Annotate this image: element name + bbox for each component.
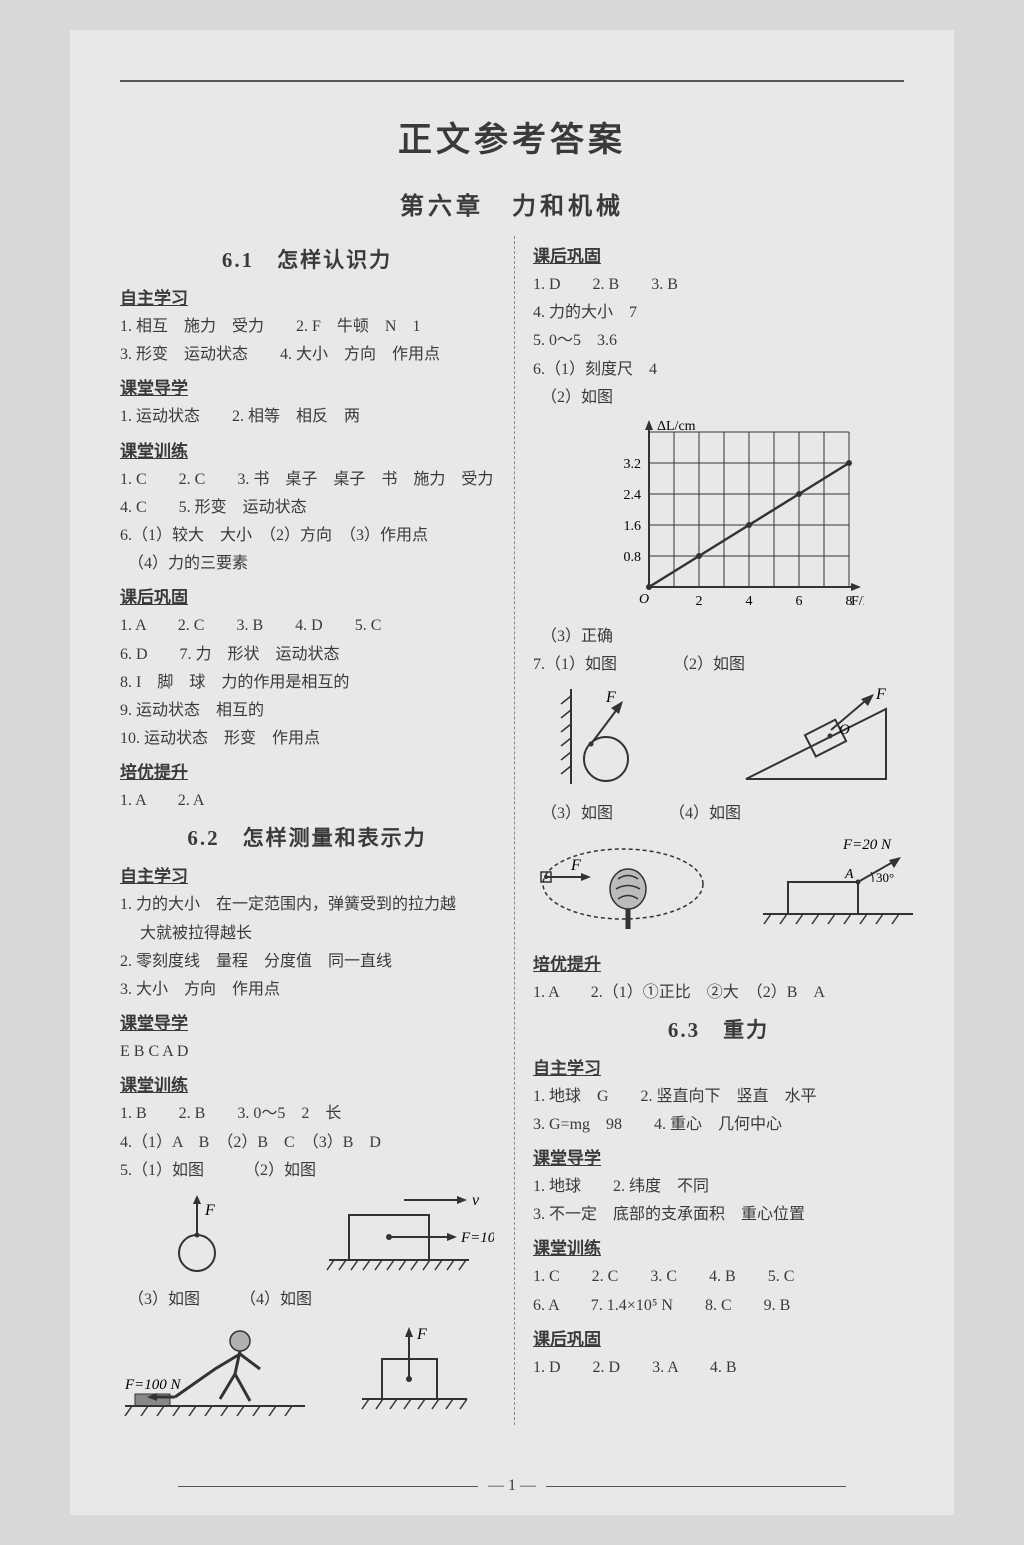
- answer-line: E B C A D: [120, 1038, 494, 1065]
- label-A: A: [844, 867, 854, 882]
- answer-line: 3. 大小 方向 作用点: [120, 976, 494, 1003]
- top-rule: [120, 80, 904, 82]
- answer-line: 5. 0～5 3.6: [533, 327, 904, 354]
- label-F: F: [416, 1326, 427, 1343]
- sub-ketangdaoxue: 课堂导学: [533, 1144, 904, 1169]
- answer-line: 1. A 2.（1）①正比 ②大 （2）B A: [533, 979, 904, 1006]
- answer-line: （2）如图: [533, 384, 904, 411]
- page-footer: — 1 —: [70, 1477, 954, 1495]
- answer-line: 4. 力的大小 7: [533, 299, 904, 326]
- answer-line: 6.（1）刻度尺 4: [533, 356, 904, 383]
- sub-ketangxunlian: 课堂训练: [120, 1071, 494, 1096]
- chart-deltaL-F: 24680.81.62.43.2OΔL/cmF/N: [563, 417, 904, 617]
- answer-line: 6. A 7. 1.4×10⁵ N 8. C 9. B: [533, 1292, 904, 1319]
- figure-7-3: F: [533, 834, 713, 944]
- svg-text:0.8: 0.8: [623, 550, 641, 565]
- main-title: 正文参考答案: [120, 112, 904, 161]
- answer-line: 4. C 5. 形变 运动状态: [120, 494, 494, 521]
- label-F: F: [875, 686, 886, 703]
- columns: 6.1 怎样认识力 自主学习 1. 相互 施力 受力 2. F 牛顿 N 1 3…: [120, 236, 904, 1425]
- answer-line: （4）力的三要素: [120, 550, 494, 577]
- chapter-title: 第六章 力和机械: [120, 186, 904, 221]
- answer-line: 大就被拉得越长: [120, 920, 494, 947]
- left-column: 6.1 怎样认识力 自主学习 1. 相互 施力 受力 2. F 牛顿 N 1 3…: [120, 236, 494, 1425]
- answer-line: 10. 运动状态 形变 作用点: [120, 725, 494, 752]
- answer-line: 3. 不一定 底部的支承面积 重心位置: [533, 1201, 904, 1228]
- answer-line: 9. 运动状态 相互的: [120, 697, 494, 724]
- figure-5-4: F: [330, 1319, 494, 1419]
- figure-7-2: O F: [729, 684, 905, 794]
- svg-text:2: 2: [695, 594, 702, 609]
- sub-ketangxunlian: 课堂训练: [533, 1234, 904, 1259]
- svg-text:O: O: [639, 592, 649, 607]
- figure-7-4: F=20 N A 30°: [733, 834, 923, 944]
- label-F10N: F=10 N: [460, 1230, 494, 1246]
- answer-line: 2. 零刻度线 量程 分度值 同一直线: [120, 948, 494, 975]
- svg-text:3.2: 3.2: [623, 457, 641, 472]
- figure-5-2: v F=10 N: [294, 1190, 494, 1280]
- sub-zizhuxuexi: 自主学习: [120, 862, 494, 887]
- figure-row: F F=20 N A: [533, 834, 904, 944]
- figure-7-1: F: [533, 684, 709, 794]
- answer-line: 5.（1）如图 （2）如图: [120, 1157, 494, 1184]
- section-6-1-title: 6.1 怎样认识力: [120, 244, 494, 274]
- sub-zizhuxuexi: 自主学习: [533, 1054, 904, 1079]
- figure-row: F O F: [533, 684, 904, 794]
- sub-kehougonggu: 课后巩固: [533, 242, 904, 267]
- answer-line: 1. 地球 G 2. 竖直向下 竖直 水平: [533, 1083, 904, 1110]
- answer-line: 1. D 2. D 3. A 4. B: [533, 1354, 904, 1381]
- sub-ketangxunlian: 课堂训练: [120, 437, 494, 462]
- answer-line: 1. 运动状态 2. 相等 相反 两: [120, 403, 494, 430]
- svg-text:ΔL/cm: ΔL/cm: [657, 419, 696, 434]
- label-F: F: [570, 857, 581, 874]
- answer-line: 1. D 2. B 3. B: [533, 271, 904, 298]
- label-F100N: F=100 N: [124, 1377, 182, 1393]
- right-column: 课后巩固 1. D 2. B 3. B 4. 力的大小 7 5. 0～5 3.6…: [514, 236, 904, 1425]
- answer-line: （3）如图 （4）如图: [120, 1286, 494, 1313]
- sub-peiyoutisheng: 培优提升: [120, 758, 494, 783]
- answer-line: 4.（1）A B （2）B C （3）B D: [120, 1129, 494, 1156]
- answer-line: 3. 形变 运动状态 4. 大小 方向 作用点: [120, 341, 494, 368]
- answer-line: 1. 地球 2. 纬度 不同: [533, 1173, 904, 1200]
- answer-line: 6. D 7. 力 形状 运动状态: [120, 641, 494, 668]
- answer-line: （3）如图 （4）如图: [533, 800, 904, 827]
- answer-line: 3. G=mg 98 4. 重心 几何中心: [533, 1111, 904, 1138]
- svg-text:1.6: 1.6: [623, 519, 641, 534]
- label-v: v: [472, 1192, 480, 1209]
- sub-zizhuxuexi: 自主学习: [120, 284, 494, 309]
- label-O: O: [839, 722, 850, 738]
- svg-text:4: 4: [745, 594, 752, 609]
- label-F: F: [605, 689, 616, 706]
- svg-text:6: 6: [795, 594, 802, 609]
- answer-line: 7.（1）如图 （2）如图: [533, 651, 904, 678]
- sub-kehougonggu: 课后巩固: [120, 583, 494, 608]
- label-F: F: [204, 1202, 215, 1219]
- answer-line: 1. C 2. C 3. 书 桌子 桌子 书 施力 受力: [120, 466, 494, 493]
- answer-line: 1. 相互 施力 受力 2. F 牛顿 N 1: [120, 313, 494, 340]
- sub-ketangdaoxue: 课堂导学: [120, 1009, 494, 1034]
- figure-row: F v F=10 N: [120, 1190, 494, 1280]
- answer-line: （3）正确: [533, 623, 904, 650]
- label-30deg: 30°: [876, 870, 894, 885]
- answer-line: 8. I 脚 球 力的作用是相互的: [120, 669, 494, 696]
- sub-peiyoutisheng: 培优提升: [533, 950, 904, 975]
- answer-line: 6.（1）较大 大小 （2）方向 （3）作用点: [120, 522, 494, 549]
- svg-text:2.4: 2.4: [623, 488, 641, 503]
- page: 正文参考答案 第六章 力和机械 6.1 怎样认识力 自主学习 1. 相互 施力 …: [70, 30, 954, 1515]
- page-number: — 1 —: [488, 1477, 536, 1494]
- answer-line: 1. C 2. C 3. C 4. B 5. C: [533, 1263, 904, 1290]
- section-6-3-title: 6.3 重力: [533, 1014, 904, 1044]
- answer-line: 1. A 2. C 3. B 4. D 5. C: [120, 612, 494, 639]
- label-F20N: F=20 N: [842, 837, 892, 853]
- section-6-2-title: 6.2 怎样测量和表示力: [120, 822, 494, 852]
- figure-5-1: F: [120, 1190, 274, 1280]
- svg-text:F/N: F/N: [851, 594, 864, 609]
- answer-line: 1. A 2. A: [120, 787, 494, 814]
- answer-line: 1. B 2. B 3. 0～5 2 长: [120, 1100, 494, 1127]
- figure-5-3: F=100 N: [120, 1319, 310, 1419]
- sub-ketangdaoxue: 课堂导学: [120, 374, 494, 399]
- figure-row: F=100 N: [120, 1319, 494, 1419]
- sub-kehougonggu: 课后巩固: [533, 1325, 904, 1350]
- answer-line: 1. 力的大小 在一定范围内，弹簧受到的拉力越: [120, 891, 494, 918]
